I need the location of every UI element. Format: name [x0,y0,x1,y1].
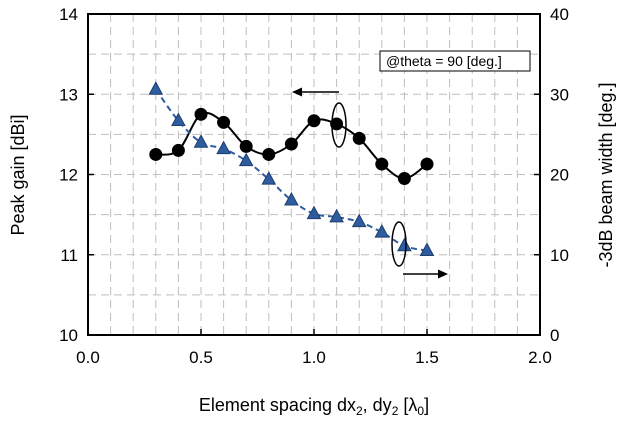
data-point-peak-gain [352,131,366,145]
data-point-peak-gain [149,147,163,161]
data-point-beam-width [351,213,367,228]
x-tick-label: 0.0 [76,348,100,367]
y-right-tick-label: 20 [550,166,569,185]
data-point-beam-width [148,81,164,95]
data-point-peak-gain [171,143,185,157]
y-left-tick-label: 11 [60,246,78,265]
x-tick-label: 2.0 [528,348,552,367]
data-point-beam-width [419,242,435,257]
y-left-tick-label: 10 [59,326,78,345]
annotation-box [379,50,531,72]
data-point-beam-width [261,171,277,185]
y-left-tick-label: 12 [59,166,78,185]
data-point-beam-width [374,224,390,238]
y-left-tick-label: 14 [59,5,78,24]
y-right-tick-label: 40 [550,5,569,24]
data-point-peak-gain [307,114,321,128]
data-point-beam-width [171,112,186,127]
data-point-peak-gain [375,157,389,171]
data-point-beam-width [397,237,412,252]
y-right-tick-label: 10 [550,246,569,265]
y-right-tick-label: 0 [550,326,559,345]
data-point-beam-width [216,140,231,155]
y-right-tick-label: 30 [550,85,569,104]
data-point-beam-width [306,205,322,220]
data-point-peak-gain [284,137,298,151]
data-point-peak-gain [397,172,411,186]
axis-ticks: 0.0 0.5 1.0 1.5 2.0 10 11 12 13 14 0 10 20 30 40 [59,5,569,367]
right-indicator-arrow-head [438,269,448,279]
data-point-beam-width [193,134,209,148]
data-point-peak-gain [330,117,344,131]
data-point-peak-gain [420,157,434,171]
data-point-beam-width [238,152,254,167]
data-point-peak-gain [262,147,276,161]
x-axis-title: Element spacing dx2, dy2 [λ0] [199,395,429,418]
y-axis-right-title: -3dB beam width [deg.] [596,82,616,267]
x-tick-label: 1.0 [302,348,326,367]
data-point-peak-gain [194,107,208,121]
y-left-tick-label: 13 [59,85,78,104]
data-point-beam-width [284,191,299,206]
left-indicator-ellipse [331,102,347,148]
annotation-text: @theta = 90 [deg.] [386,53,502,69]
right-axis-indicator [391,221,448,279]
x-tick-label: 1.5 [415,348,439,367]
y-axis-left-title: Peak gain [dBi] [8,114,28,235]
data-point-peak-gain [239,139,253,153]
data-point-peak-gain [217,115,231,129]
left-axis-indicator [292,87,347,148]
right-indicator-ellipse [391,221,407,267]
data-point-beam-width [329,208,344,223]
left-indicator-arrow-head [292,87,302,97]
series-layer [148,81,435,257]
x-tick-label: 0.5 [189,348,213,367]
